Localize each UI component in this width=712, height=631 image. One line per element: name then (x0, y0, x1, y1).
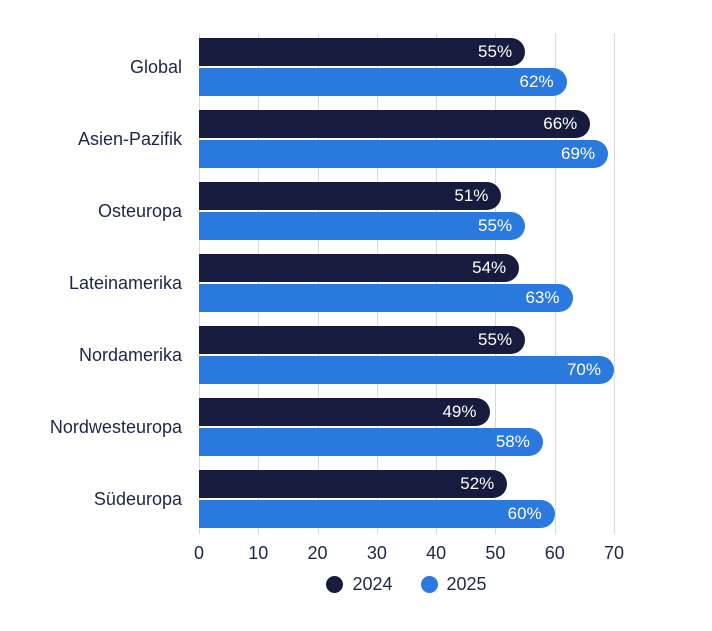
bar-value-label: 63% (525, 288, 560, 307)
x-tick-label-40: 40 (426, 543, 447, 563)
category-label: Osteuropa (97, 200, 182, 221)
bar-2025: 70% (199, 356, 614, 384)
bar-value-label: 60% (507, 504, 542, 523)
x-tick-label-20: 20 (307, 543, 328, 563)
bar-2025: 63% (199, 284, 573, 312)
x-tick-label-0: 0 (193, 543, 205, 563)
x-tick-label-70: 70 (603, 543, 625, 563)
bar-value-label: 52% (460, 474, 495, 493)
x-tick-label-30: 30 (366, 543, 387, 563)
bar-2025: 69% (199, 140, 609, 168)
category-label: Südeuropa (93, 488, 182, 509)
x-tick-label-10: 10 (248, 543, 269, 563)
bar-value-label: 51% (454, 186, 489, 205)
x-tick-label-60: 60 (544, 543, 565, 563)
bar-value-label: 54% (472, 258, 507, 277)
bar-2024: 51% (199, 182, 502, 210)
legend-item-2024: 2024 (326, 574, 393, 595)
x-tick-label-50: 50 (485, 543, 506, 563)
legend-swatch-2024 (326, 576, 344, 593)
bar-value-label: 70% (566, 360, 601, 379)
bar-value-label: 55% (478, 216, 513, 235)
bar-2024: 66% (199, 110, 591, 138)
gridline-50 (495, 33, 497, 534)
bar-2024: 49% (199, 398, 490, 426)
bar-value-label: 55% (478, 42, 513, 61)
bar-value-label: 58% (495, 432, 530, 451)
bar-2025: 58% (199, 428, 543, 456)
bar-value-label: 55% (478, 330, 513, 349)
legend-swatch-2025 (420, 576, 438, 593)
gridline-60 (554, 33, 556, 534)
gridline-70 (614, 33, 615, 534)
category-label: Asien-Pazifik (77, 128, 182, 149)
bar-2024: 52% (199, 470, 508, 498)
bar-2025: 60% (199, 500, 555, 528)
bar-2024: 55% (199, 326, 526, 354)
chart-legend: 2024 2025 (199, 574, 614, 595)
category-label: Lateinamerika (68, 272, 182, 293)
bar-value-label: 49% (442, 402, 477, 421)
legend-label-2024: 2024 (352, 574, 393, 594)
bar-value-label: 66% (543, 114, 578, 133)
bar-2025: 55% (199, 212, 526, 240)
bar-value-label: 69% (561, 144, 596, 163)
gridline-10 (258, 33, 260, 534)
gridline-40 (436, 33, 438, 534)
legend-item-2025: 2025 (420, 574, 487, 595)
gridline-20 (317, 33, 319, 534)
gridline-0 (199, 33, 200, 534)
bar-2025: 62% (199, 68, 567, 96)
legend-label-2025: 2025 (446, 574, 487, 594)
category-label: Nordwesteuropa (49, 416, 182, 437)
bar-2024: 55% (199, 38, 526, 66)
category-label: Global (129, 56, 182, 77)
bar-value-label: 62% (519, 72, 554, 91)
category-label: Nordamerika (78, 344, 182, 365)
gridline-30 (376, 33, 378, 534)
bar-2024: 54% (199, 254, 520, 282)
